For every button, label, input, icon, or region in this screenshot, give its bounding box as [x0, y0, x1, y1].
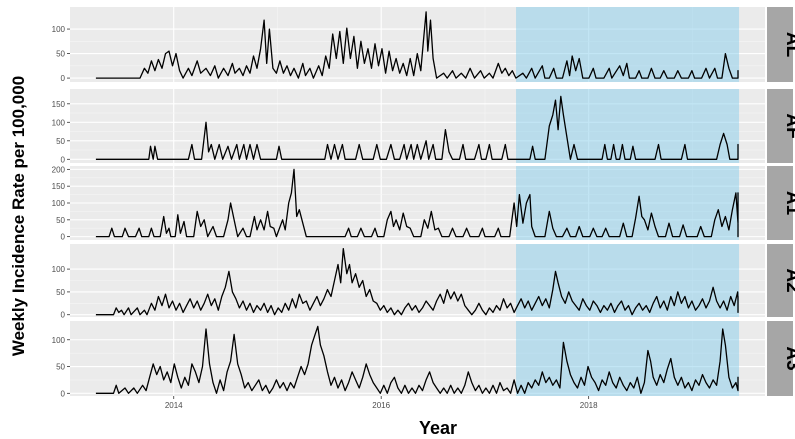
series-line-a1: [95, 168, 739, 238]
y-tick-label: 150: [52, 100, 66, 109]
x-tick-label: 2018: [580, 401, 598, 410]
x-tick-label: 2014: [165, 401, 183, 410]
facet-label: A1: [782, 191, 795, 216]
facet-label: A3: [782, 346, 795, 370]
facet-label: A2: [782, 268, 795, 292]
y-tick-label: 0: [61, 389, 66, 398]
y-axis-label: Weekly Incidence Rate per 100,000: [9, 76, 28, 356]
series-line-a3: [95, 325, 739, 394]
y-tick-label: 50: [56, 363, 65, 372]
y-tick-label: 100: [52, 25, 66, 34]
y-tick-label: 200: [52, 165, 66, 174]
series-line-a2: [95, 247, 739, 316]
facet-strip-af: [767, 89, 793, 163]
series-line-al: [95, 11, 739, 79]
y-tick-label: 0: [61, 74, 66, 83]
series-line-af: [95, 95, 739, 160]
y-tick-label: 100: [52, 118, 66, 127]
y-tick-label: 0: [61, 233, 66, 242]
y-tick-label: 50: [56, 137, 65, 146]
y-tick-label: 100: [52, 265, 66, 274]
y-tick-label: 100: [52, 199, 66, 208]
y-tick-label: 100: [52, 336, 66, 345]
x-axis-label: Year: [419, 418, 457, 438]
facet-strip-a3: [767, 321, 793, 396]
facet-label: AF: [782, 113, 795, 138]
y-tick-label: 50: [56, 288, 65, 297]
facet-label: AL: [782, 32, 795, 58]
highlight-region: [516, 321, 740, 396]
facet-strip-a2: [767, 244, 793, 317]
x-tick-label: 2016: [372, 401, 390, 410]
facet-strip-al: [767, 7, 793, 82]
y-tick-label: 0: [61, 311, 66, 320]
highlight-region: [516, 244, 740, 317]
facet-strip-a1: [767, 166, 793, 240]
facet-panels: 0 50 100 AL 0 50 100 150 AF 0 50 100 150 200 A1 0 50 100 A…: [52, 7, 795, 410]
y-tick-label: 150: [52, 182, 66, 191]
y-tick-label: 50: [56, 216, 65, 225]
y-tick-label: 0: [61, 155, 66, 164]
highlight-region: [516, 89, 740, 163]
highlight-region: [516, 166, 740, 240]
y-tick-label: 50: [56, 50, 65, 59]
